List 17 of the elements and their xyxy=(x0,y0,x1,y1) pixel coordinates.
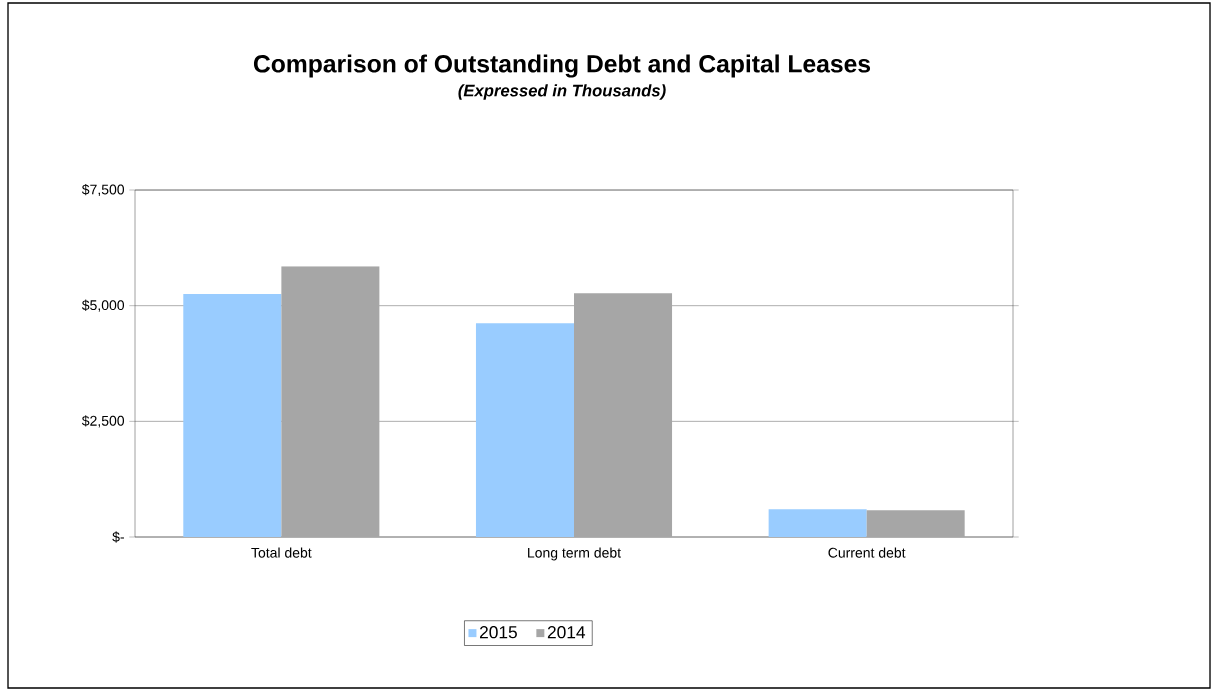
bar xyxy=(768,509,867,538)
y-tick-label: $- xyxy=(112,531,124,543)
legend-label: 2014 xyxy=(547,626,586,639)
bar xyxy=(281,266,380,538)
chart-title: Comparison of Outstanding Debt and Capital Leases xyxy=(253,54,871,78)
chart-subtitle: (Expressed in Thousands) xyxy=(458,84,666,100)
x-tick-label: Long term debt xyxy=(528,547,621,561)
bar xyxy=(475,323,574,538)
bar xyxy=(183,294,282,538)
y-tick-label: $7,500 xyxy=(81,183,125,197)
x-tick-label: Total debt xyxy=(251,547,312,558)
x-tick-label: Current debt xyxy=(828,547,906,558)
bar xyxy=(574,293,673,538)
bar xyxy=(866,510,965,538)
y-tick-label: $2,500 xyxy=(81,415,125,428)
y-tick-label: $5,000 xyxy=(81,299,125,312)
legend-label: 2015 xyxy=(480,626,517,639)
